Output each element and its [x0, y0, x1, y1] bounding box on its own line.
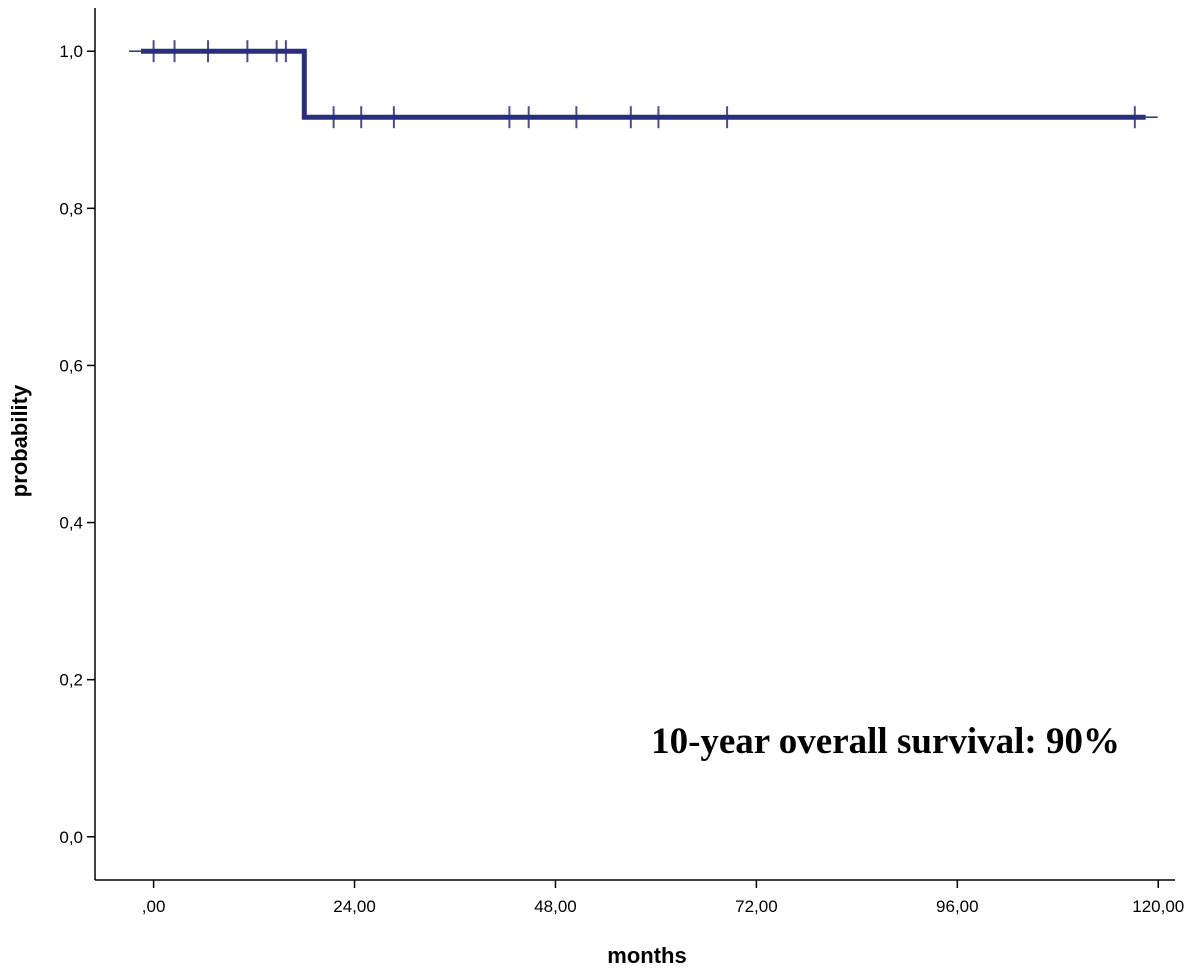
y-tick-label: 0,2 [59, 671, 83, 690]
x-tick-label: 24,00 [333, 897, 376, 916]
series-layer [129, 40, 1158, 129]
y-tick-label: 0,8 [59, 199, 83, 218]
overall-survival-annotation: 10-year overall survival: 90% [651, 721, 1120, 762]
y-tick-label: 0,0 [59, 828, 83, 847]
survival-step-curve [141, 48, 1146, 120]
x-tick-label: 48,00 [534, 897, 577, 916]
y-axis-title: probability [7, 384, 32, 497]
y-tick-label: 1,0 [59, 42, 83, 61]
x-tick-label: 120,00 [1132, 897, 1184, 916]
y-tick-label: 0,6 [59, 356, 83, 375]
y-axis-ticks: 0,0 0,2 0,4 0,6 0,8 1,0 [59, 42, 95, 847]
x-axis-title: months [607, 943, 686, 968]
x-tick-label: 72,00 [735, 897, 778, 916]
x-axis-ticks: ,00 24,00 48,00 72,00 96,00 120,00 [142, 880, 1184, 916]
axes [94, 8, 1175, 881]
y-tick-label: 0,4 [59, 514, 83, 533]
x-tick-label: 96,00 [936, 897, 979, 916]
x-tick-label: ,00 [142, 897, 166, 916]
